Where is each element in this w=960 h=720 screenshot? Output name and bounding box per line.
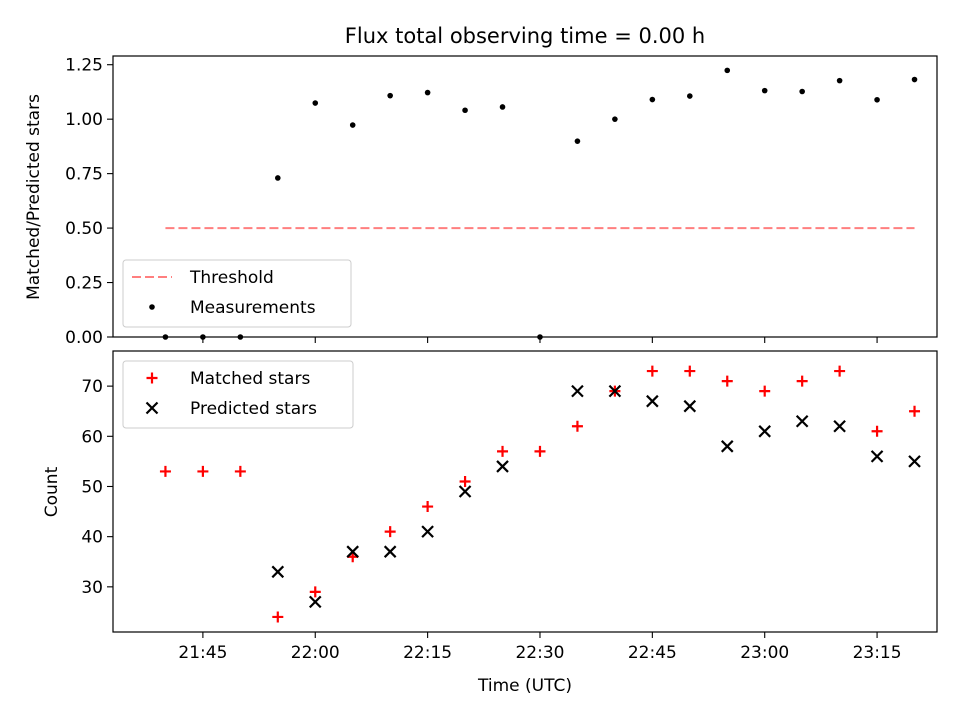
data-point bbox=[836, 77, 843, 84]
data-point bbox=[721, 375, 733, 387]
data-point bbox=[646, 365, 658, 377]
x-tick-label: 23:00 bbox=[740, 643, 789, 663]
y-tick-label: 0.00 bbox=[65, 328, 103, 348]
data-point bbox=[421, 525, 434, 538]
y-tick-label: 60 bbox=[81, 427, 103, 447]
x-tick-label: 22:15 bbox=[403, 643, 452, 663]
legend-label: Matched stars bbox=[190, 369, 310, 389]
data-point bbox=[724, 67, 731, 74]
ratio-y-axis-label: Matched/Predicted stars bbox=[24, 94, 44, 300]
data-point bbox=[424, 89, 431, 96]
ratio-panel: Matched/Predicted stars 0.00 0.25 0.50 0.75… bbox=[24, 55, 938, 348]
data-point bbox=[687, 93, 693, 99]
y-tick-label: 70 bbox=[81, 377, 103, 397]
data-point bbox=[272, 611, 284, 623]
legend-label: Threshold bbox=[189, 268, 274, 288]
x-axis-label: Time (UTC) bbox=[477, 676, 572, 696]
data-point bbox=[758, 425, 771, 438]
data-point bbox=[612, 116, 618, 122]
x-tick-label: 23:15 bbox=[853, 643, 902, 663]
data-point bbox=[870, 450, 884, 463]
legend-swatch bbox=[149, 304, 155, 310]
data-point bbox=[458, 485, 472, 498]
data-point bbox=[234, 465, 246, 477]
legend-label: Predicted stars bbox=[190, 399, 317, 419]
legend-swatch bbox=[145, 401, 159, 415]
data-point bbox=[497, 445, 509, 457]
data-point bbox=[761, 87, 768, 94]
data-point bbox=[197, 465, 209, 477]
data-point bbox=[162, 334, 169, 340]
data-point bbox=[309, 586, 321, 598]
data-point bbox=[387, 92, 393, 99]
data-point bbox=[833, 419, 846, 433]
data-point bbox=[159, 465, 171, 477]
data-point bbox=[795, 414, 809, 428]
data-point bbox=[462, 107, 468, 114]
legend-box bbox=[122, 259, 352, 328]
x-tick-label: 22:45 bbox=[628, 643, 677, 663]
data-point bbox=[874, 96, 880, 103]
data-point bbox=[422, 501, 434, 513]
legend-label: Measurements bbox=[190, 298, 316, 318]
data-point bbox=[834, 365, 846, 377]
data-point bbox=[571, 420, 583, 432]
count-panel: Count Time (UTC) 30 40 50 60 70 21:45 22:00 22:… bbox=[42, 350, 938, 696]
data-point bbox=[537, 334, 543, 340]
count-y-axis-label: Count bbox=[42, 466, 62, 517]
data-point bbox=[534, 445, 546, 457]
data-point bbox=[384, 526, 396, 538]
data-point bbox=[349, 122, 356, 128]
y-tick-label: 1.25 bbox=[65, 56, 103, 76]
data-point bbox=[496, 460, 509, 473]
data-point bbox=[499, 104, 506, 110]
data-point bbox=[459, 475, 471, 487]
data-point bbox=[799, 88, 805, 95]
x-tick-label: 22:30 bbox=[515, 643, 564, 663]
data-point bbox=[608, 384, 622, 398]
ratio-plot-area bbox=[112, 55, 938, 338]
data-point bbox=[908, 455, 921, 468]
data-point bbox=[571, 384, 584, 398]
data-point bbox=[237, 334, 244, 340]
legend-swatch bbox=[146, 372, 158, 384]
y-tick-label: 1.00 bbox=[65, 110, 103, 130]
y-tick-label: 30 bbox=[81, 578, 103, 598]
data-point bbox=[796, 375, 808, 387]
data-point bbox=[683, 399, 697, 413]
data-point bbox=[346, 545, 359, 558]
data-point bbox=[271, 565, 285, 579]
chart-title: Flux total observing time = 0.00 h bbox=[345, 24, 705, 48]
data-point bbox=[646, 394, 659, 408]
legend-box bbox=[122, 360, 354, 429]
x-tick-label: 21:45 bbox=[178, 643, 227, 663]
data-point bbox=[759, 385, 771, 397]
data-point bbox=[871, 425, 883, 437]
data-point bbox=[383, 545, 397, 558]
count-plot-area bbox=[112, 350, 938, 633]
data-point bbox=[720, 440, 734, 453]
y-tick-label: 40 bbox=[81, 528, 103, 548]
data-point bbox=[574, 138, 581, 144]
data-point bbox=[911, 76, 918, 83]
y-tick-label: 50 bbox=[81, 477, 103, 497]
data-point bbox=[684, 365, 696, 377]
data-point bbox=[275, 175, 281, 181]
data-point bbox=[200, 334, 206, 340]
data-point bbox=[909, 405, 921, 417]
y-tick-label: 0.50 bbox=[65, 219, 103, 239]
x-tick-label: 22:00 bbox=[291, 643, 340, 663]
data-point bbox=[312, 100, 319, 106]
data-point bbox=[649, 96, 656, 103]
y-tick-label: 0.25 bbox=[65, 274, 103, 294]
data-point bbox=[308, 595, 322, 609]
y-tick-label: 0.75 bbox=[65, 165, 103, 185]
